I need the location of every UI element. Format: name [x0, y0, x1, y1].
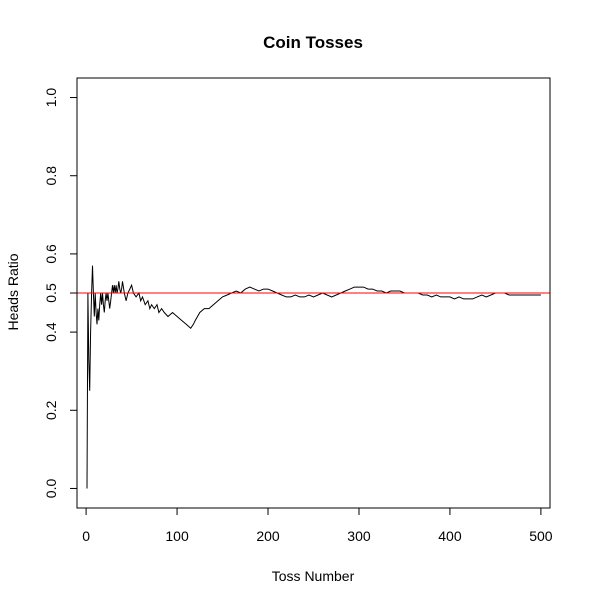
- y-tick-label: 0.6: [43, 244, 59, 264]
- x-axis: 0 100 200 300 400 500: [82, 507, 553, 544]
- x-axis-label: Toss Number: [272, 568, 355, 584]
- y-tick-label: 0.4: [43, 322, 59, 342]
- x-tick-label: 200: [256, 528, 280, 544]
- series-line: [86, 265, 541, 489]
- plot-content: [77, 265, 550, 489]
- y-tick-label: 1.0: [43, 88, 59, 108]
- y-tick-label: 0.5: [43, 283, 59, 303]
- x-tick-label: 500: [529, 528, 553, 544]
- plot-frame: [76, 77, 551, 509]
- y-axis-label: Heads Ratio: [5, 253, 21, 330]
- y-tick-label: 0.8: [43, 166, 59, 186]
- y-axis: 0.0 0.2 0.4 0.5 0.6 0.8 1.0: [43, 88, 78, 499]
- x-tick-label: 0: [82, 528, 90, 544]
- y-tick-label: 0.2: [43, 400, 59, 420]
- x-tick-label: 100: [165, 528, 189, 544]
- x-tick-label: 400: [438, 528, 462, 544]
- x-tick-label: 300: [347, 528, 371, 544]
- chart-title: Coin Tosses: [263, 33, 363, 52]
- y-tick-label: 0.0: [43, 479, 59, 499]
